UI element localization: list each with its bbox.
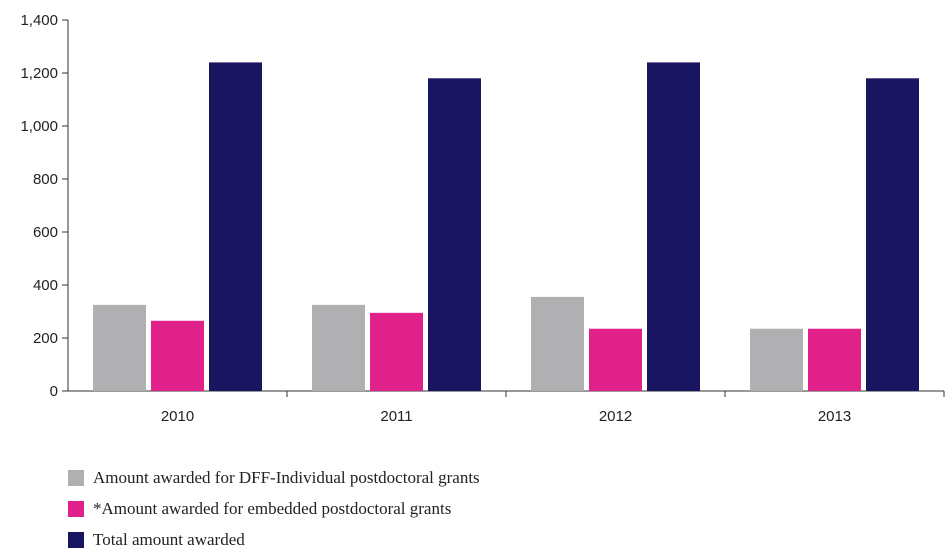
y-tick-label: 1,400	[20, 12, 58, 29]
bar-amount-awarded-for-embedded-postdoctoral-2010	[151, 320, 204, 391]
legend-label-dff-individual: Amount awarded for DFF-Individual postdo…	[93, 467, 480, 487]
legend-item-embedded: *Amount awarded for embedded postdoctora…	[68, 493, 480, 524]
x-tick-label: 2010	[161, 408, 194, 425]
y-tick-label: 400	[33, 277, 58, 294]
x-tick-label: 2013	[818, 408, 851, 425]
bar-amount-awarded-for-embedded-postdoctoral-2013	[808, 328, 861, 391]
legend: Amount awarded for DFF-Individual postdo…	[68, 462, 480, 555]
x-tick-label: 2012	[599, 408, 632, 425]
bar-amount-awarded-for-dff-individual-postdo-2013	[750, 328, 803, 391]
bar-amount-awarded-for-dff-individual-postdo-2010	[93, 304, 146, 391]
y-tick-label: 800	[33, 171, 58, 188]
bar-amount-awarded-for-embedded-postdoctoral-2012	[589, 328, 642, 391]
y-tick-label: 1,000	[20, 118, 58, 135]
y-tick-label: 200	[33, 330, 58, 347]
bars	[93, 62, 919, 392]
bar-amount-awarded-for-dff-individual-postdo-2012	[531, 296, 584, 391]
bar-total-amount-awarded-2012	[647, 62, 700, 392]
legend-label-embedded: *Amount awarded for embedded postdoctora…	[93, 498, 452, 518]
legend-item-total: Total amount awarded	[68, 524, 480, 555]
legend-label-total: Total amount awarded	[93, 529, 245, 549]
y-axis: 0 200 400 600 800 1,000 1,200 1,400	[20, 12, 69, 400]
bar-total-amount-awarded-2011	[428, 78, 481, 392]
y-tick-label: 0	[50, 383, 58, 400]
x-tick-label: 2011	[380, 408, 412, 425]
y-tick-label: 600	[33, 224, 58, 241]
bar-amount-awarded-for-embedded-postdoctoral-2011	[370, 312, 423, 391]
bar-total-amount-awarded-2010	[209, 62, 262, 392]
legend-swatch-total	[68, 531, 84, 548]
legend-item-dff-individual: Amount awarded for DFF-Individual postdo…	[68, 462, 480, 493]
y-tick-label: 1,200	[20, 65, 58, 82]
legend-swatch-embedded	[68, 500, 84, 517]
x-axis: 2010 2011 2012 2013	[68, 390, 945, 425]
bar-total-amount-awarded-2013	[866, 78, 919, 392]
bar-amount-awarded-for-dff-individual-postdo-2011	[312, 304, 365, 391]
legend-swatch-dff-individual	[68, 469, 84, 486]
